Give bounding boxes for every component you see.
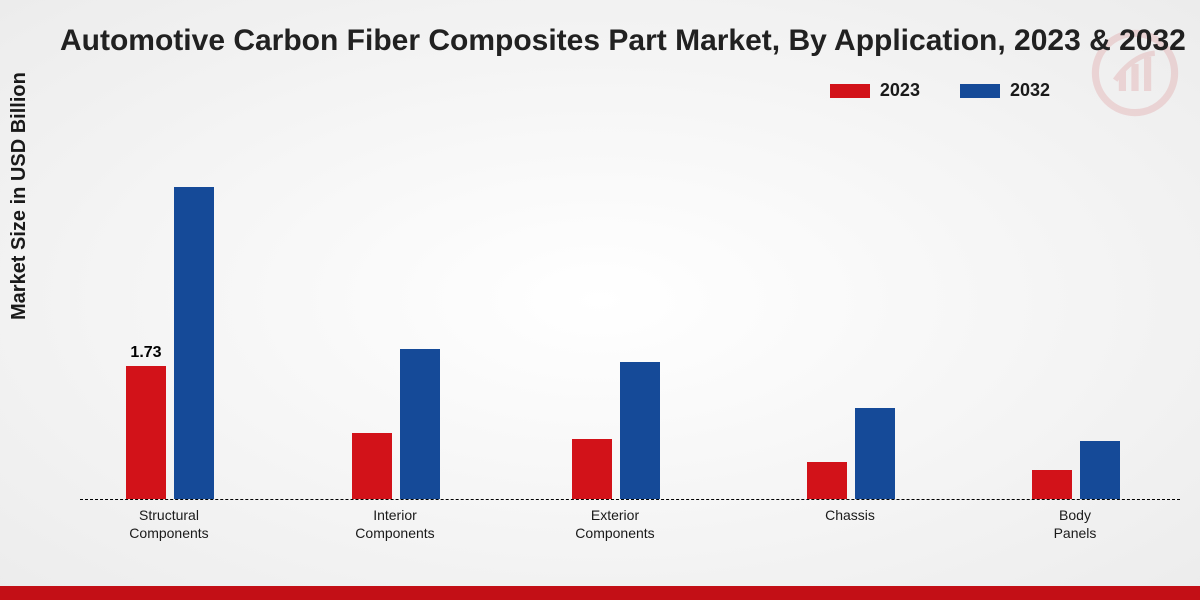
bar-group-interior	[330, 130, 460, 500]
bar-interior-2032	[400, 349, 440, 499]
xlabel-exterior-l2: Components	[575, 525, 654, 541]
bar-body-panels-2032	[1080, 441, 1120, 499]
xlabel-interior-l2: Components	[355, 525, 434, 541]
x-axis-labels: Structural Components Interior Component…	[80, 506, 1180, 566]
xlabel-body-panels-l1: Body	[1059, 507, 1091, 523]
footer-accent-bar	[0, 586, 1200, 600]
xlabel-structural-l2: Components	[129, 525, 208, 541]
bar-group-exterior	[550, 130, 680, 500]
bar-structural-2032	[174, 187, 214, 499]
xlabel-exterior: Exterior Components	[550, 506, 680, 542]
xlabel-interior: Interior Components	[330, 506, 460, 542]
legend-swatch-2023	[830, 84, 870, 98]
bar-label-structural-2023: 1.73	[116, 344, 176, 362]
y-axis-label: Market Size in USD Billion	[8, 72, 31, 320]
bar-group-chassis	[785, 130, 915, 500]
legend-label-2023: 2023	[880, 80, 920, 101]
legend-label-2032: 2032	[1010, 80, 1050, 101]
xlabel-body-panels-l2: Panels	[1054, 525, 1097, 541]
xlabel-interior-l1: Interior	[373, 507, 417, 523]
bar-exterior-2032	[620, 362, 660, 499]
bar-body-panels-2023	[1032, 470, 1072, 499]
bar-chassis-2032	[855, 408, 895, 499]
xlabel-chassis: Chassis	[785, 506, 915, 524]
bar-chassis-2023	[807, 462, 847, 499]
bar-exterior-2023	[572, 439, 612, 499]
plot-area: 1.73	[80, 130, 1180, 500]
xlabel-body-panels: Body Panels	[1010, 506, 1140, 542]
xlabel-structural-l1: Structural	[139, 507, 199, 523]
xlabel-chassis-l1: Chassis	[825, 507, 875, 523]
legend-item-2032: 2032	[960, 80, 1050, 101]
xlabel-structural: Structural Components	[104, 506, 234, 542]
bar-group-body-panels	[1010, 130, 1140, 500]
chart-title: Automotive Carbon Fiber Composites Part …	[60, 24, 1190, 58]
bar-group-structural: 1.73	[104, 130, 234, 500]
legend: 2023 2032	[830, 80, 1050, 101]
legend-item-2023: 2023	[830, 80, 920, 101]
bar-interior-2023	[352, 433, 392, 499]
bar-structural-2023: 1.73	[126, 366, 166, 499]
legend-swatch-2032	[960, 84, 1000, 98]
xlabel-exterior-l1: Exterior	[591, 507, 639, 523]
